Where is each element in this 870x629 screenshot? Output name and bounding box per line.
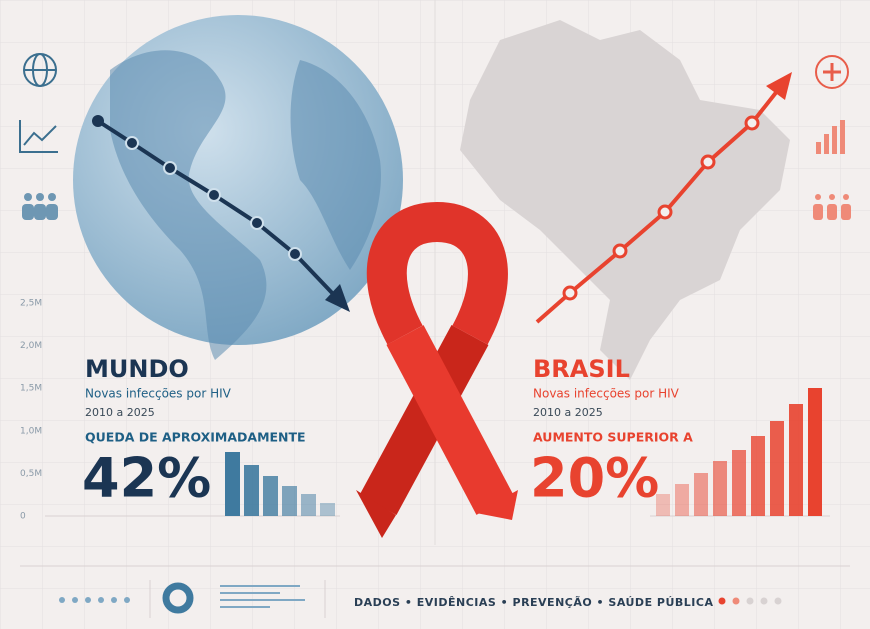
ribbon [356,201,518,538]
people-icon [22,193,58,220]
icons [19,53,58,153]
title: BRASIL [533,355,630,383]
footer-text: DADOS • EVIDÊNCIAS • PREVENÇÃO • SAÚDE P… [354,596,713,609]
axis-label: 2,0M [20,341,42,351]
change-value: 42% [82,447,211,510]
period: 2010 a 2025 [85,406,155,419]
change-value: 20% [530,447,659,510]
donut [162,582,194,614]
change-label: QUEDA DE APROXIMADAMENTE [85,430,306,445]
icons-right [815,55,849,89]
axis-label: 1,0M [20,426,42,436]
footer-dots [59,597,130,603]
axis-label: 1,5M [20,384,42,394]
axis-label: 0,5M [20,469,42,479]
title: MUNDO [85,355,189,383]
brazil-map [460,20,790,380]
footer-lines [220,585,305,608]
axis-label: 0 [20,512,26,522]
axis: 2,5M 2,0M 1,5M 1,0M 0,5M 0 [20,299,42,522]
period: 2010 a 2025 [533,406,603,419]
right-bars [656,388,822,516]
left-bars [225,452,335,516]
footer-dots-right [718,597,782,605]
change-label: AUMENTO SUPERIOR A [533,430,693,445]
down-trend [92,115,350,312]
bars-icon [813,120,851,220]
continent [110,50,267,361]
up-trend [535,72,792,324]
subtitle: Novas infecções por HIV [533,387,680,401]
continent [290,60,381,270]
axis-label: 2,5M [20,299,42,309]
subtitle: Novas infecções por HIV [85,387,232,401]
